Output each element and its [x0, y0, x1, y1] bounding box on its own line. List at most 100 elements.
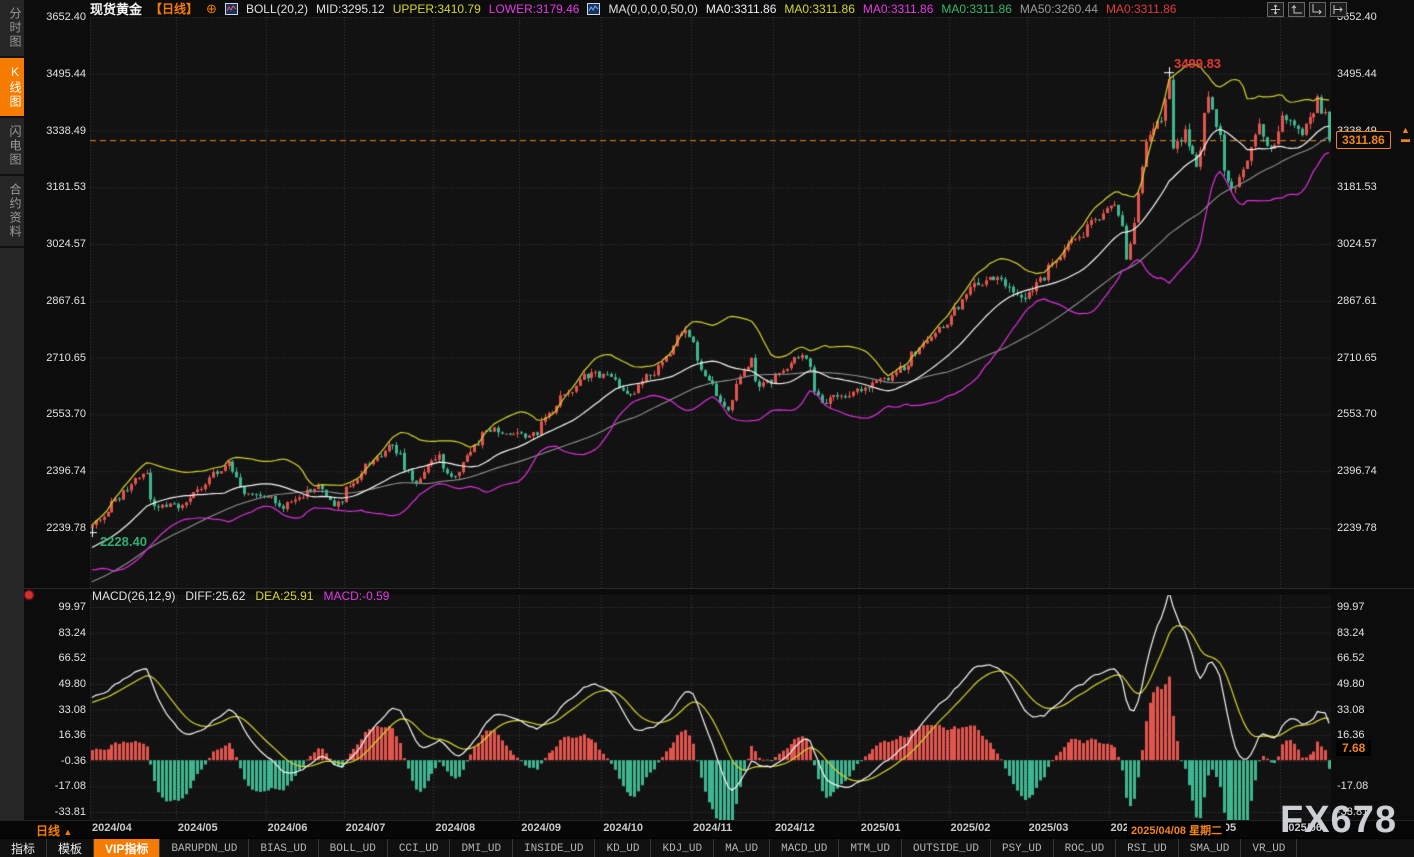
price-axis-label: 2396.74 [46, 465, 86, 478]
macd-axis-label: -17.08 [1337, 780, 1369, 793]
chart-type-sidebar: 分时图 K线图 闪电图 合约资料 [0, 0, 24, 820]
x-axis-month-label: 2024/06 [267, 822, 308, 834]
range-low-annotation: 2228.40 [99, 534, 147, 550]
price-axis-label: 2396.74 [1337, 465, 1377, 478]
x-axis-month-label: 2024/08 [435, 822, 476, 834]
indicator-tab[interactable]: KD_UD [595, 839, 652, 857]
price-chart-panel[interactable] [90, 17, 1331, 588]
macd-alert-dot-icon[interactable] [25, 591, 33, 599]
price-axis-label: 3181.53 [46, 181, 86, 194]
x-axis-month-label: 2024/09 [521, 822, 562, 834]
x-axis-row [0, 820, 1414, 839]
macd-axis-label: -17.08 [54, 780, 86, 793]
indicator-tab[interactable]: MA_UD [714, 839, 771, 857]
price-axis-label: 3024.57 [46, 238, 86, 251]
macd-chart-panel[interactable] [90, 595, 1331, 820]
x-axis-month-label: 2025/01 [860, 822, 901, 834]
price-axis-label: 3495.44 [1337, 67, 1377, 80]
price-axis-label: 3181.53 [1337, 181, 1377, 194]
indicator-tab[interactable]: OUTSIDE_UD [902, 839, 991, 857]
move-icon[interactable] [1267, 2, 1284, 17]
indicator-tab[interactable]: 指标 [0, 839, 48, 857]
ma-values: MA0:3311.86 MA0:3311.86 MA0:3311.86 MA0:331… [706, 2, 1177, 16]
macd-axis-label: -33.81 [1337, 806, 1369, 818]
ma-value: MA0:3311.86 [1105, 1, 1177, 16]
panel-divider[interactable] [24, 588, 1414, 589]
scale-left-axis-icon[interactable] [1288, 2, 1305, 17]
x-axis-month-label: 2024/10 [603, 822, 643, 834]
price-axis-label: 2867.61 [1337, 294, 1377, 307]
sidebar-item[interactable]: 闪电图 [0, 118, 24, 176]
price-marker-arrow-icon: ▲ ▬ [1401, 125, 1410, 145]
sidebar-item[interactable]: K线图 [0, 58, 24, 118]
price-axis-label: 2239.78 [46, 522, 86, 534]
indicator-tab[interactable]: CCI_UD [388, 839, 451, 857]
boll-indicator-icon[interactable] [224, 2, 238, 15]
range-high-annotation: 3499.83 [1174, 56, 1222, 72]
boll-name: BOLL(20,2) [245, 1, 308, 16]
pan-right-icon[interactable] [1330, 2, 1347, 17]
macd-axis-label: 83.24 [1337, 626, 1365, 639]
indicator-tab[interactable]: SMA_UD [1179, 839, 1242, 857]
x-axis-month-label: 2025/06 [1282, 822, 1323, 834]
period-selector[interactable]: 日线 ▲ [36, 822, 72, 839]
macd-diff-value: DIFF:25.62 [185, 589, 246, 603]
x-axis-month-label: 2025/03 [1028, 822, 1069, 834]
macd-axis-label: 49.80 [58, 677, 86, 690]
x-axis-month-label: 2025/02 [950, 822, 991, 834]
x-axis-month-label: 2024/07 [345, 822, 386, 834]
macd-axis-label: 66.52 [58, 652, 86, 665]
price-axis-label: 2239.78 [1337, 522, 1377, 534]
ma-name: MA(0,0,0,0,50,0) [608, 1, 698, 16]
ma-indicator-icon[interactable] [587, 2, 601, 15]
period-selector-label: 日线 [36, 824, 61, 838]
indicator-tab[interactable]: VIP指标 [94, 839, 161, 857]
price-chart-canvas[interactable] [90, 17, 1331, 588]
macd-chart-canvas[interactable] [90, 595, 1331, 820]
boll-upper-value: UPPER:3410.79 [392, 1, 481, 16]
x-axis-month-label: 2024/12 [774, 822, 815, 834]
scale-right-axis-icon[interactable] [1309, 2, 1326, 17]
indicator-tab[interactable]: MTM_UD [839, 839, 902, 857]
indicator-tab[interactable]: BOLL_UD [319, 839, 388, 857]
indicator-tab[interactable]: MACD_UD [770, 839, 840, 857]
indicator-tab[interactable]: KDJ_UD [651, 839, 715, 857]
price-axis-label: 3338.49 [46, 124, 86, 137]
ma-value: MA0:3311.86 [941, 1, 1012, 16]
x-axis-month-label: 2024/05 [177, 822, 218, 834]
sidebar-item[interactable]: 合约资料 [0, 176, 24, 248]
ma-value: MA0:3311.86 [862, 1, 934, 16]
macd-name: MACD(26,12,9) [92, 589, 176, 603]
indicator-tab[interactable]: INSIDE_UD [513, 839, 596, 857]
expand-icon[interactable]: ⊕ [206, 1, 217, 16]
ma-value: MA0:3311.86 [784, 1, 855, 16]
price-axis-label: 2710.65 [46, 351, 86, 364]
period-tag: 【日线】 [150, 2, 199, 16]
indicator-tab[interactable]: BARUPDN_UD [160, 839, 250, 857]
macd-axis-label: 16.36 [1337, 729, 1365, 742]
indicator-tab-bar: 指标 模板 VIP指标 BARUPDN_UD BIAS_UD BOLL_UD CCI_UD D… [0, 838, 1414, 857]
macd-axis-label: 33.08 [58, 703, 86, 716]
macd-axis-label: 16.36 [58, 729, 86, 742]
macd-axis-label: -33.81 [54, 806, 86, 818]
symbol-name: 现货黄金 [90, 2, 143, 17]
boll-mid-value: MID:3295.12 [315, 1, 385, 16]
macd-dea-value: DEA:25.91 [255, 589, 314, 603]
indicator-tab[interactable]: RSI_UD [1116, 839, 1179, 857]
indicator-tab[interactable]: DMI_UD [450, 839, 514, 857]
indicator-tab[interactable]: PSY_UD [991, 839, 1054, 857]
indicator-tab[interactable]: ROC_UD [1054, 839, 1117, 857]
ma-value: MA0:3311.86 [705, 1, 777, 16]
ma-value: MA50:3260.44 [1019, 1, 1098, 16]
x-axis-month-label: 2024/11 [692, 822, 733, 834]
indicator-tab[interactable]: BIAS_UD [249, 839, 319, 857]
indicator-tab[interactable]: VR_UD [1241, 839, 1298, 857]
macd-axis-label: -0.36 [60, 754, 86, 767]
sidebar-item[interactable]: 分时图 [0, 0, 24, 58]
macd-current-value-badge: 7.68 [1336, 740, 1372, 757]
macd-axis-label: 49.80 [1337, 677, 1365, 690]
crosshair-date-tooltip: 2025/04/08 星期二 [1127, 821, 1227, 839]
indicator-tab[interactable]: 模板 [47, 839, 95, 857]
macd-axis-label: 99.97 [58, 601, 86, 613]
